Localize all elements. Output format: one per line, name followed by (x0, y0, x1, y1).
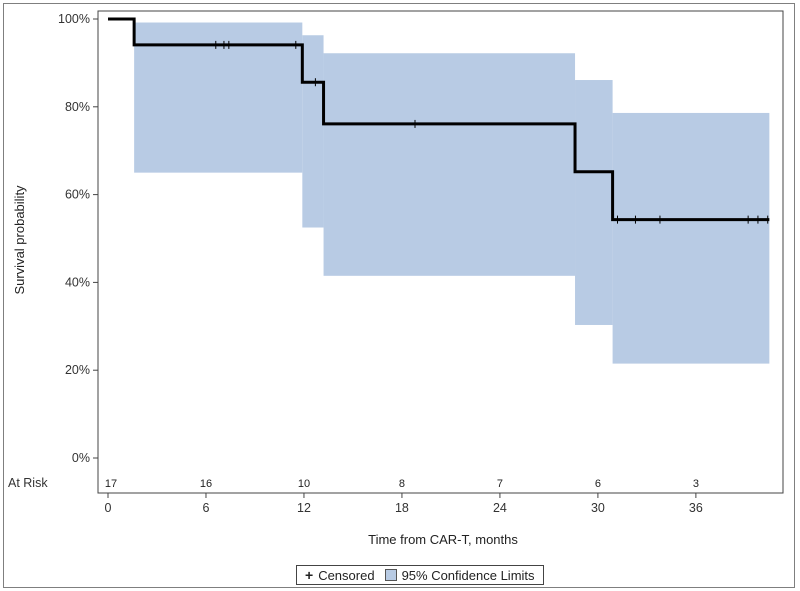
chart-frame (3, 3, 795, 588)
at-risk-count: 10 (298, 478, 310, 490)
at-risk-label: At Risk (8, 476, 48, 490)
y-tick-label: 0% (72, 451, 90, 465)
confidence-band-segment (134, 22, 303, 173)
censor-marks (215, 40, 769, 224)
y-tick-label: 20% (65, 363, 90, 377)
legend-item-confidence: 95% Confidence Limits (384, 567, 535, 583)
confidence-band-segment (323, 53, 576, 276)
y-tick-label: 80% (65, 100, 90, 114)
x-axis-ticks: 0 6 12 18 24 30 36 (105, 493, 703, 515)
chart-legend: + Censored 95% Confidence Limits (296, 565, 544, 585)
at-risk-count: 7 (497, 478, 503, 490)
at-risk-count: 17 (105, 478, 117, 490)
at-risk-table: At Risk 17 16 10 8 7 6 3 (8, 476, 699, 490)
at-risk-count: 6 (595, 478, 601, 490)
survival-curve-line (108, 17, 770, 222)
x-axis-title: Time from CAR-T, months (368, 532, 518, 547)
x-tick-label: 18 (395, 501, 409, 515)
y-tick-label: 40% (65, 275, 90, 289)
confidence-band-segment (302, 35, 324, 228)
band-swatch-icon (384, 569, 397, 581)
y-tick-label: 60% (65, 188, 90, 202)
x-tick-label: 36 (689, 501, 703, 515)
y-axis-ticks: 0% 20% 40% 60% 80% 100% (58, 12, 98, 465)
at-risk-count: 16 (200, 478, 212, 490)
x-tick-label: 24 (493, 501, 507, 515)
plot-area-border (97, 10, 784, 494)
at-risk-count: 3 (693, 478, 699, 490)
x-tick-label: 6 (203, 501, 210, 515)
x-tick-label: 12 (297, 501, 311, 515)
legend-label-confidence: 95% Confidence Limits (401, 567, 535, 583)
censor-plus-icon: + (305, 567, 314, 583)
legend-item-censored: + Censored (305, 568, 375, 583)
x-tick-label: 30 (591, 501, 605, 515)
confidence-band-segment (575, 80, 613, 325)
confidence-band-segment (612, 112, 770, 364)
survival-curve-layer (108, 17, 770, 222)
x-tick-label: 0 (105, 501, 112, 515)
y-axis-title: Survival probability (12, 185, 27, 295)
at-risk-count: 8 (399, 478, 405, 490)
legend-label-censored: Censored (318, 567, 375, 583)
confidence-band (134, 22, 770, 364)
y-tick-label: 100% (58, 12, 90, 26)
